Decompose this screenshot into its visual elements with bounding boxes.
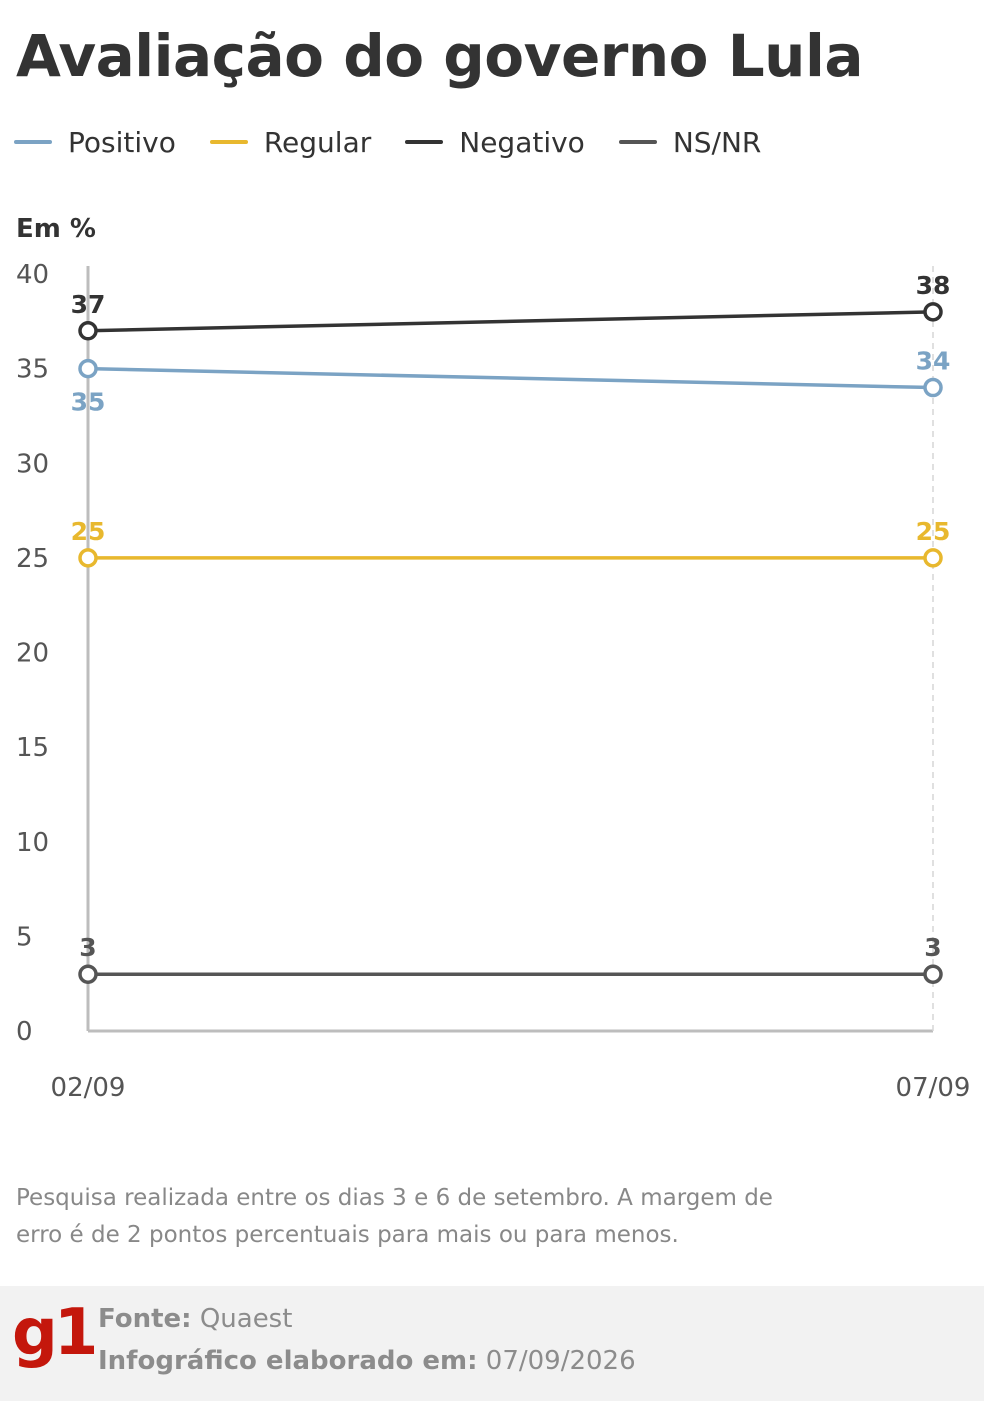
- legend-swatch-positivo: [14, 140, 52, 144]
- g1-logo: g1: [12, 1296, 98, 1370]
- data-label: 34: [916, 347, 951, 376]
- data-label: 3: [79, 933, 96, 962]
- legend-item-negativo: Negativo: [405, 126, 585, 159]
- line-chart: 0 5 10 15 20 25 30 35 40 02/09 07/09 35 34 25 25 37 38 3 3: [16, 260, 971, 1103]
- data-point: [923, 302, 943, 322]
- y-tick-label: 30: [16, 449, 49, 479]
- legend-label-negativo: Negativo: [459, 125, 585, 159]
- made-line: Infográfico elaborado em: 07/09/2026: [98, 1346, 636, 1376]
- data-point: [78, 321, 98, 341]
- y-tick-label: 20: [16, 639, 49, 669]
- legend-label-regular: Regular: [263, 125, 372, 159]
- legend-label-positivo: Positivo: [68, 125, 176, 159]
- y-tick-label: 40: [16, 260, 49, 290]
- data-point: [78, 964, 98, 984]
- data-point: [923, 377, 943, 398]
- unit-label: Em %: [16, 214, 96, 244]
- y-tick-label: 35: [16, 355, 49, 385]
- legend-swatch-negativo: [405, 140, 444, 144]
- data-label: 25: [71, 517, 106, 546]
- chart-title: Avaliação do governo Lula: [16, 22, 864, 90]
- made-label: Infográfico elaborado em:: [98, 1346, 478, 1376]
- data-label: 35: [71, 388, 106, 417]
- source-label: Fonte:: [98, 1304, 192, 1334]
- source-value: Quaest: [199, 1304, 293, 1334]
- source-line: Fonte: Quaest: [98, 1304, 292, 1334]
- legend-item-positivo: Positivo: [14, 126, 176, 159]
- data-label: 25: [916, 517, 951, 546]
- legend: Positivo Regular Negativo NS/NR: [14, 124, 795, 160]
- data-label: 37: [71, 290, 106, 319]
- series-line-2: [87, 310, 934, 333]
- data-point: [78, 358, 98, 379]
- y-tick-label: 0: [16, 1017, 33, 1047]
- footer: g1 Fonte: Quaest Infográfico elaborado e…: [0, 1286, 984, 1401]
- legend-item-regular: Regular: [209, 125, 372, 159]
- y-tick-label: 5: [16, 922, 33, 952]
- y-tick-label: 10: [16, 828, 49, 858]
- data-label: 38: [916, 271, 951, 300]
- y-tick-label: 15: [16, 733, 49, 763]
- legend-label-nsnr: NS/NR: [672, 125, 762, 159]
- made-value: 07/09/2026: [485, 1346, 636, 1376]
- legend-item-nsnr: NS/NR: [618, 125, 762, 159]
- legend-swatch-regular: [209, 140, 248, 144]
- data-label: 3: [924, 933, 941, 962]
- data-point: [923, 964, 943, 984]
- x-tick-label: 02/09: [51, 1073, 126, 1103]
- series-line-0: [87, 366, 934, 390]
- x-tick-label: 07/09: [896, 1073, 971, 1103]
- methodology-note: Pesquisa realizada entre os dias 3 e 6 d…: [16, 1185, 773, 1248]
- y-tick-label: 25: [16, 544, 49, 574]
- data-point: [78, 548, 98, 568]
- legend-swatch-nsnr: [618, 140, 657, 144]
- data-point: [923, 548, 943, 568]
